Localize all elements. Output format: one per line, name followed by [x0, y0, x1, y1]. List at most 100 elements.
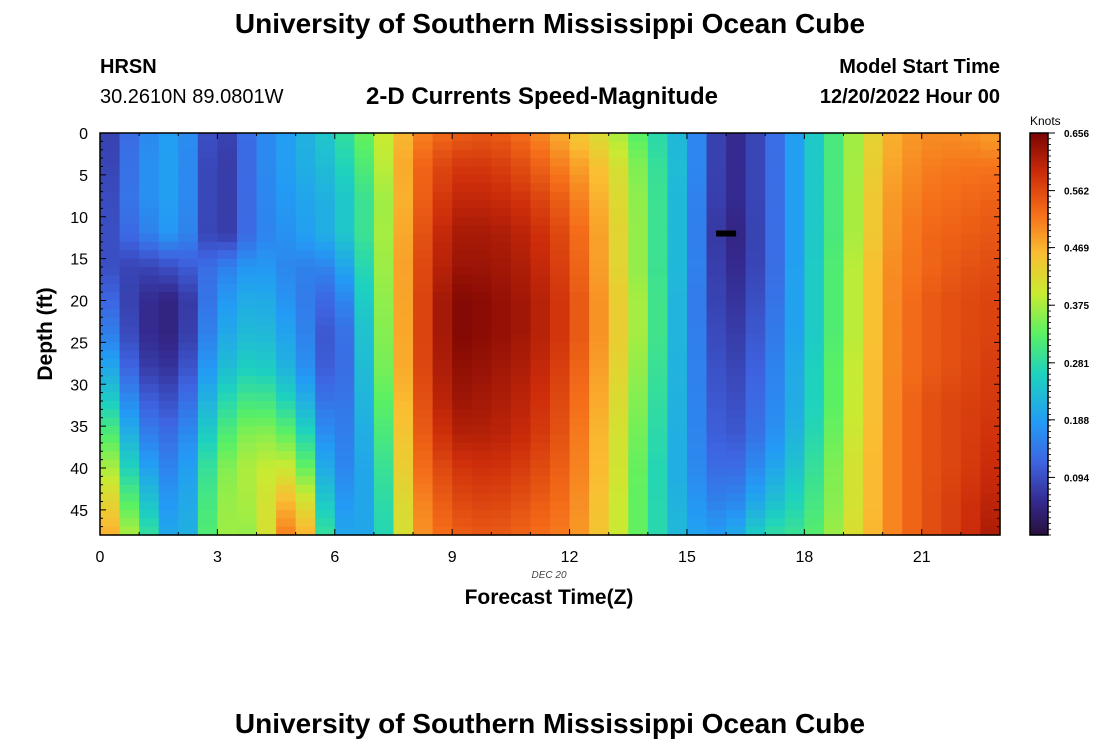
heatmap-cell [960, 216, 982, 226]
heatmap-cell [334, 233, 355, 243]
heatmap-cell [197, 476, 218, 486]
heatmap-cell [236, 476, 258, 486]
heatmap-cell [980, 250, 1001, 260]
heatmap-cell [686, 133, 708, 142]
heatmap-cell [960, 409, 982, 419]
heatmap-cell [158, 292, 179, 302]
heatmap-cell [334, 258, 355, 268]
heatmap-cell [667, 166, 688, 176]
heatmap-cell [491, 417, 512, 427]
heatmap-cell [784, 250, 805, 260]
heatmap-cell [843, 442, 864, 452]
heatmap-cell [921, 501, 942, 511]
heatmap-cell [823, 459, 845, 469]
heatmap-cell [158, 509, 179, 519]
heatmap-cell [530, 476, 551, 486]
heatmap-cell [452, 342, 473, 352]
heatmap-cell [236, 426, 258, 436]
heatmap-cell [471, 258, 492, 268]
heatmap-cell [295, 216, 316, 226]
heatmap-cell [608, 183, 629, 193]
heatmap-cell [452, 241, 473, 251]
heatmap-cell [139, 442, 160, 452]
heatmap-cell [589, 342, 610, 352]
heatmap-cell [980, 216, 1001, 226]
heatmap-cell [373, 292, 395, 302]
heatmap-cell [628, 225, 649, 235]
heatmap-cell [745, 392, 766, 402]
heatmap-cell [843, 308, 864, 318]
heatmap-cell [550, 200, 571, 209]
heatmap-cell [236, 493, 258, 503]
heatmap-cell [647, 292, 668, 302]
heatmap-cell [726, 216, 747, 226]
heatmap-cell [804, 442, 825, 452]
heatmap-cell [647, 325, 668, 335]
heatmap-cell [902, 442, 923, 452]
heatmap-cell [530, 325, 551, 335]
heatmap-cell [413, 392, 434, 402]
station-coords: 30.2610N 89.0801W [100, 86, 284, 108]
heatmap-cell [589, 484, 610, 494]
heatmap-cell [569, 300, 590, 310]
heatmap-cell [295, 141, 316, 151]
heatmap-cell [902, 392, 923, 402]
heatmap-cell [804, 283, 825, 293]
heatmap-cell [804, 275, 825, 285]
heatmap-cell [647, 233, 668, 243]
heatmap-cell [491, 434, 512, 444]
heatmap-cell [315, 342, 336, 352]
heatmap-cell [295, 350, 316, 360]
heatmap-cell [882, 258, 903, 268]
heatmap-cell [119, 300, 140, 310]
heatmap-cell [706, 526, 727, 536]
heatmap-cell [882, 384, 903, 394]
heatmap-cell [217, 183, 238, 193]
heatmap-cell [100, 216, 121, 226]
heatmap-cell [921, 442, 942, 452]
heatmap-cell [550, 350, 571, 360]
heatmap-cell [589, 426, 610, 436]
heatmap-cell [413, 518, 434, 528]
heatmap-cell [119, 417, 140, 427]
heatmap-cell [491, 401, 512, 410]
heatmap-cell [432, 342, 453, 352]
heatmap-cell [980, 275, 1001, 285]
heatmap-cell [393, 200, 414, 209]
heatmap-cell [550, 216, 571, 226]
chart-title: 2-D Currents Speed-Magnitude [366, 83, 719, 110]
heatmap-cell [276, 426, 297, 436]
heatmap-cell [256, 426, 277, 436]
heatmap-cell [256, 258, 277, 268]
heatmap-cell [158, 350, 179, 360]
heatmap-cell [178, 208, 199, 218]
heatmap-cell [628, 191, 649, 201]
heatmap-cell [863, 434, 884, 444]
heatmap-cell [706, 409, 727, 419]
heatmap-cell [452, 283, 473, 293]
heatmap-cell [921, 183, 942, 193]
heatmap-cell [960, 191, 982, 201]
heatmap-cell [941, 350, 962, 360]
heatmap-cell [608, 417, 629, 427]
heatmap-cell [589, 250, 610, 260]
heatmap-cell [217, 141, 238, 151]
heatmap-cell [197, 509, 218, 519]
heatmap-cell [354, 325, 375, 335]
heatmap-cell [393, 401, 414, 410]
heatmap-cell [569, 133, 590, 142]
heatmap-cell [510, 468, 532, 477]
heatmap-cell [647, 526, 668, 536]
heatmap-cell [373, 149, 395, 159]
heatmap-cell [393, 367, 414, 377]
heatmap-cell [530, 434, 551, 444]
heatmap-cell [100, 225, 121, 235]
heatmap-cell [510, 225, 532, 235]
heatmap-cell [334, 426, 355, 436]
heatmap-cell [569, 250, 590, 260]
heatmap-cell [354, 308, 375, 318]
heatmap-cell [510, 250, 532, 260]
heatmap-cell [823, 375, 845, 385]
heatmap-cell [276, 451, 297, 461]
heatmap-cell [784, 208, 805, 218]
